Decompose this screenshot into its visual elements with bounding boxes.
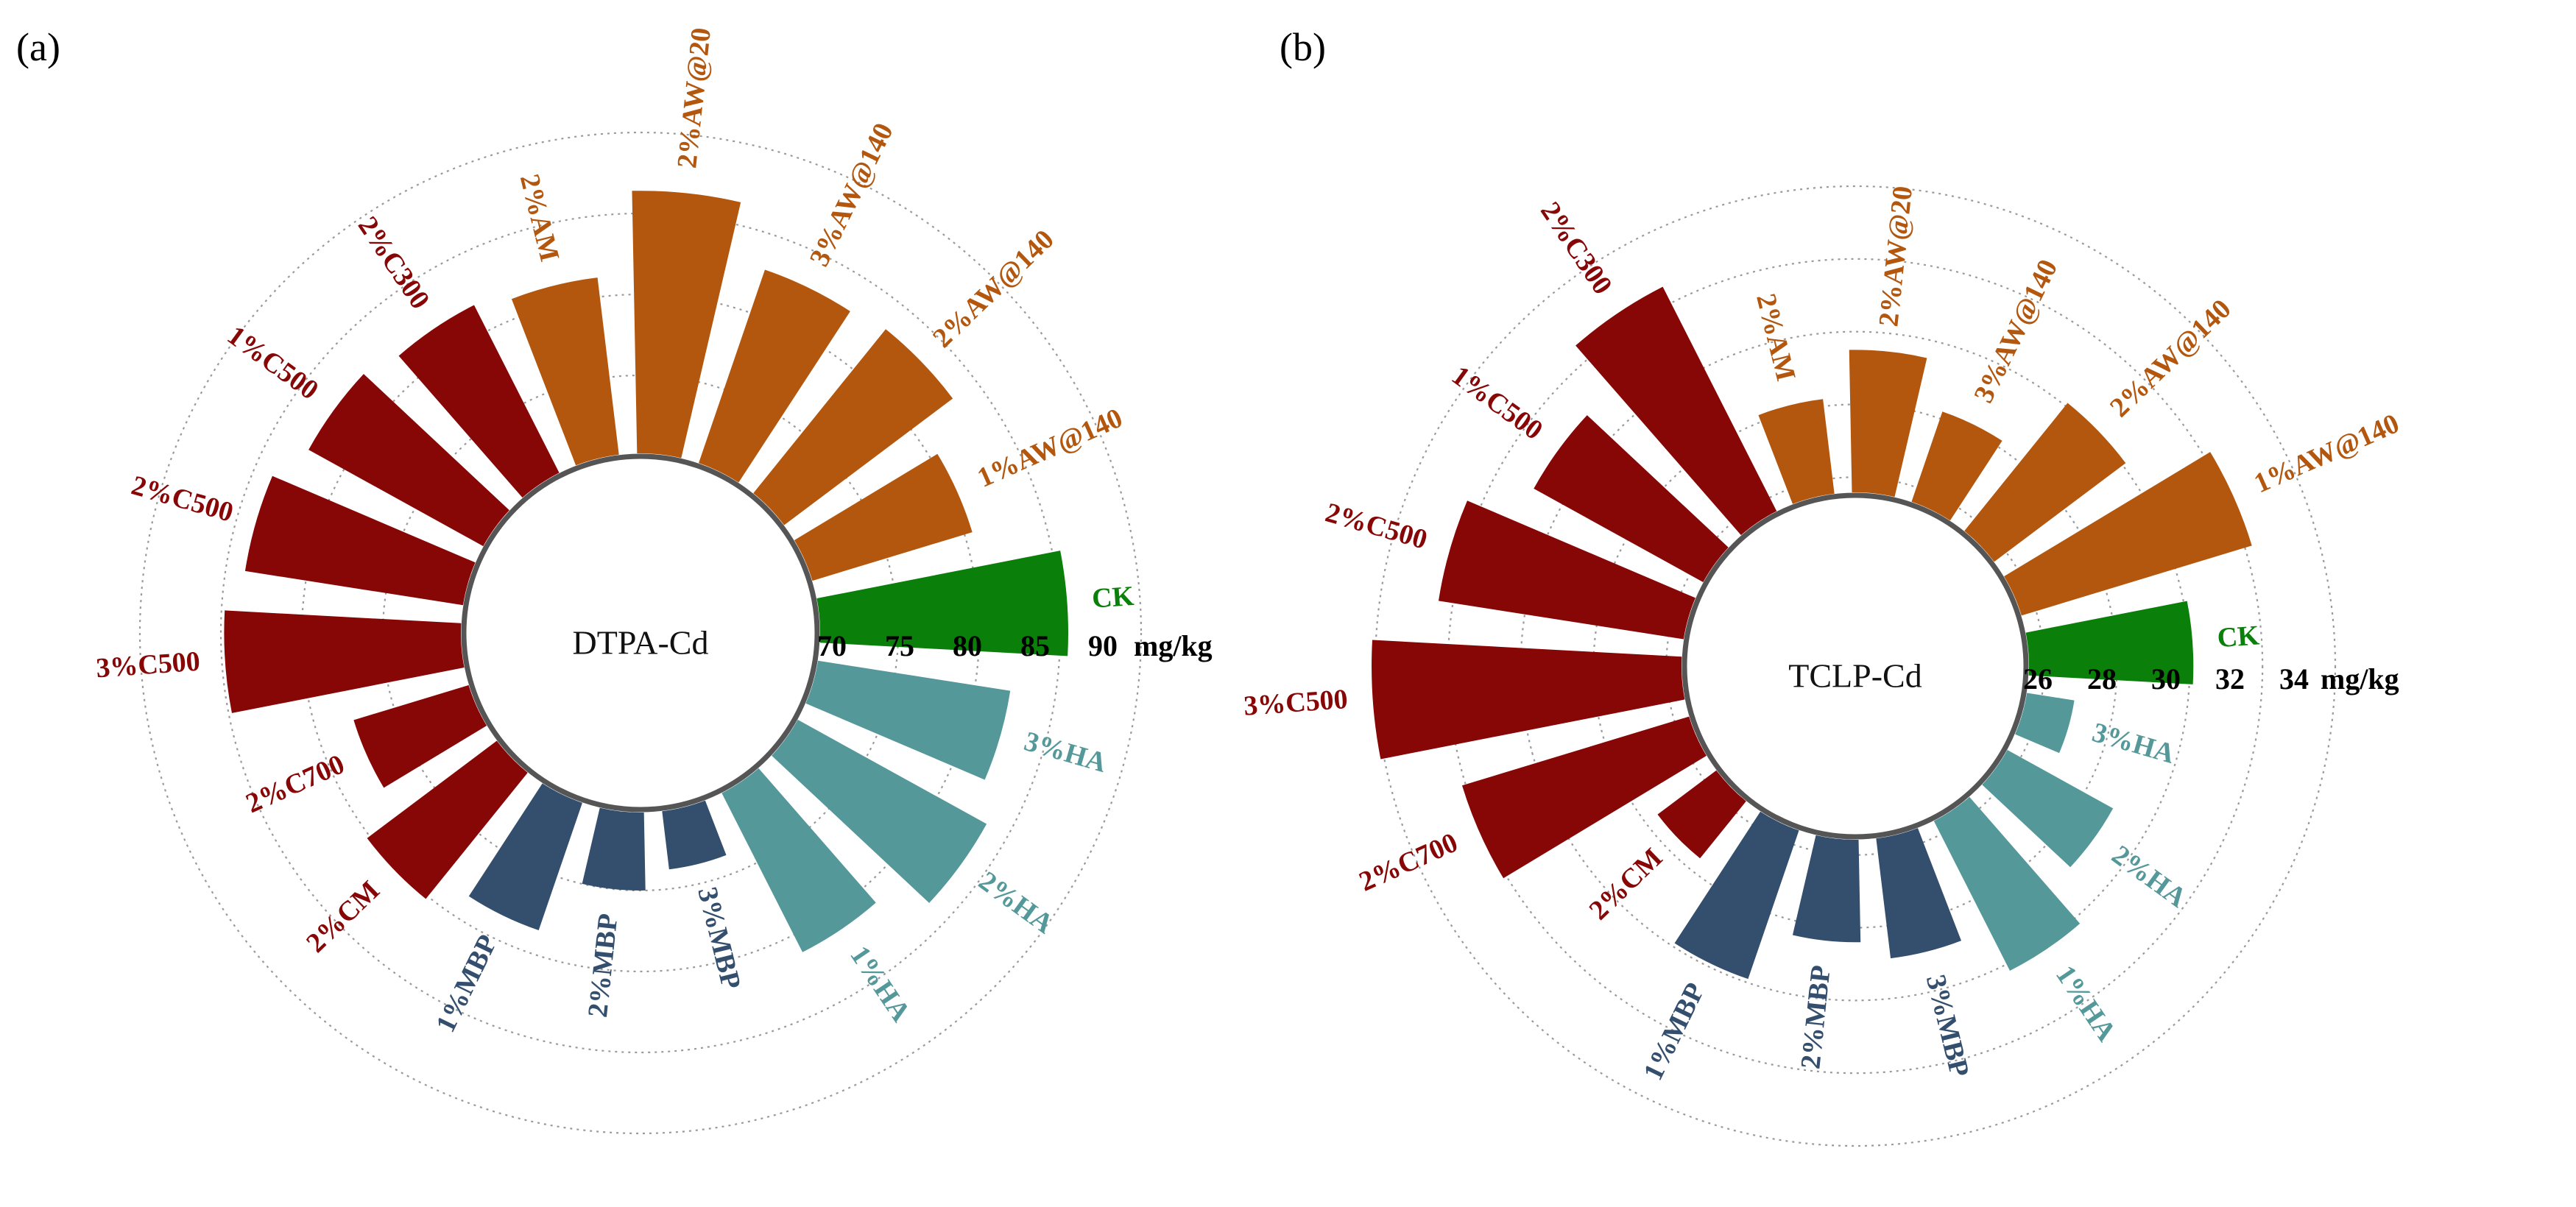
panel-a-label-1-mbp: 1%MBP [430,930,504,1038]
panel-a-center-ring [461,453,820,813]
panel-a-label-2-c500: 2%C500 [128,470,237,528]
panel-a-bar-1-mbp [468,783,582,930]
panel-b-label-1-ha: 1%HA [2050,960,2122,1047]
panel-b-bar-2-mbp [1792,835,1861,943]
panel-a-label-2-mbp: 2%MBP [582,912,624,1019]
panel-b-bar-1-ha [1933,796,2081,971]
panel-a-bar-2-ha [772,719,987,903]
panel-b-label-1-aw-140: 1%AW@140 [2250,408,2404,499]
panel-b-grid-circle [1374,185,2337,1147]
panel-a-bar-1-c500 [308,374,509,547]
panel-a-label-2-am: 2%AM [514,171,565,264]
panel-a-label-2-c700: 2%C700 [241,748,349,819]
panel-b-bar-1-c500 [1534,415,1729,582]
panel-a-bar-2-mbp [582,807,646,891]
panel-b-label-2-c700: 2%C700 [1355,827,1462,898]
panel-a-label-2-cm: 2%CM [300,875,386,959]
panel-a-dtpa-cd-chart: (a) DTPA-Cd 70 75 80 85 90 mg/kg CK 3%HA 2%HA 1… [16,25,1213,1135]
panel-a-center-title: DTPA-Cd [573,624,709,662]
panel-b-label-3-ha: 3%HA [2089,717,2178,770]
panel-b-center-ring [1682,492,2029,840]
panel-a-bar-3-c500 [224,610,465,713]
panel-a-label-1-c500: 1%C500 [222,320,324,406]
panel-b-unit: mg/kg [2321,662,2399,695]
panel-b-bars [1372,286,2252,980]
panel-a-tick-90: 90 [1088,629,1118,662]
panel-a-bar-3-ha [805,660,1011,780]
panel-b-bar-1-mbp [1674,811,1799,980]
panel-b-tclp-cd-chart: (b) TCLP-Cd 26 28 30 32 34 mg/kg CK 3%HA 2%HA 1… [1243,25,2404,1147]
panel-b-label-2-c500: 2%C500 [1322,497,1431,555]
panel-b-label-1-mbp: 1%MBP [1637,978,1711,1086]
panel-b-bar-3-ha [2015,693,2075,754]
panel-b-bar-2-aw-20 [1849,350,1927,498]
panel-b-bar-ck [2025,601,2194,684]
panel-b-bar-2-ha [1982,750,2114,868]
panel-a-bar-2-am [511,277,619,466]
panel-b-label-ck: CK [2216,620,2260,654]
panel-b-label-2-aw-140: 2%AW@140 [2104,294,2237,423]
panel-b-label-2-cm: 2%CM [1584,842,1669,926]
panel-b-label-2-aw-20: 2%AW@20 [1873,185,1919,328]
panel-a-bars [224,191,1068,952]
panel-a-label-2-c300: 2%C300 [352,211,436,315]
panel-b-bar-2-c300 [1575,286,1777,536]
panel-b-bar-2-c700 [1461,716,1707,879]
panel-b-tick-34: 34 [2279,662,2309,695]
panel-b-label-2-mbp: 2%MBP [1795,964,1837,1071]
panel-a-bar-1-aw-140 [794,453,973,581]
panel-a-tick-75: 75 [885,629,914,662]
panel-b-label-2-am: 2%AM [1750,291,1802,384]
panel-b-bar-3-aw-140 [1911,411,2002,521]
panel-b-label-2-c300: 2%C300 [1534,197,1618,300]
panel-b-label-3-c500: 3%C500 [1243,684,1349,722]
panel-a-label-2-aw-20: 2%AW@20 [671,26,717,170]
panel-a-bar-2-c300 [398,305,560,498]
panel-b-bar-3-mbp [1876,828,1961,959]
panel-b-label-2-ha: 2%HA [2106,839,2192,913]
panel-a-bar-2-c700 [353,684,487,788]
panel-a-bar-3-mbp [662,800,727,870]
panel-a-bar-1-ha [721,768,876,952]
panel-a-bar-3-aw-140 [699,269,850,483]
panel-b-bar-1-aw-140 [2004,452,2252,616]
panel-b-label-1-c500: 1%C500 [1446,360,1548,446]
panel-b-tick-26: 26 [2023,662,2053,695]
panel-a-label-1-aw-140: 1%AW@140 [973,403,1126,494]
panel-b-tick-28: 28 [2087,662,2117,695]
panel-a-label-2-ha: 2%HA [973,866,1059,940]
panel-a-label-3-mbp: 3%MBP [691,884,747,992]
panel-b-center-title: TCLP-Cd [1788,657,1922,695]
panel-a-unit: mg/kg [1134,629,1213,662]
panel-b-label-3-mbp: 3%MBP [1920,971,1975,1080]
panel-b-label: (b) [1280,25,1326,69]
panel-b-radial-ticks: 26 28 30 32 34 [2023,662,2309,695]
panel-a-bar-2-cm [367,740,528,899]
panel-b-bar-3-c500 [1372,640,1685,760]
panel-b-label-3-aw-140: 3%AW@140 [1968,255,2064,408]
panel-a-label-3-ha: 3%HA [1021,726,1111,779]
panel-a-tick-70: 70 [817,629,847,662]
panel-a-tick-85: 85 [1020,629,1050,662]
panel-a-label-2-aw-140: 2%AW@140 [927,224,1060,353]
panel-a-bar-ck [816,551,1068,656]
panel-b-bar-2-aw-140 [1964,403,2126,562]
panel-a-bar-2-aw-20 [632,191,741,459]
panel-a-label-1-ha: 1%HA [844,941,917,1027]
panel-b-bar-2-c500 [1438,500,1695,640]
panel-b-bar-2-am [1758,399,1835,504]
panel-a-bar-2-aw-140 [753,329,953,525]
panel-b-tick-30: 30 [2151,662,2181,695]
panel-a-radial-ticks: 70 75 80 85 90 [817,629,1118,662]
panel-b-bar-2-cm [1657,770,1746,859]
panel-a-label-3-c500: 3%C500 [95,646,201,684]
panel-a-label: (a) [16,25,60,69]
panel-a-grid-circle [138,131,1143,1135]
panel-a-label-ck: CK [1091,581,1135,615]
panel-a-label-3-aw-140: 3%AW@140 [804,118,900,272]
panel-a-bar-2-c500 [244,475,476,606]
panel-a-tick-80: 80 [953,629,982,662]
panel-b-tick-32: 32 [2215,662,2245,695]
